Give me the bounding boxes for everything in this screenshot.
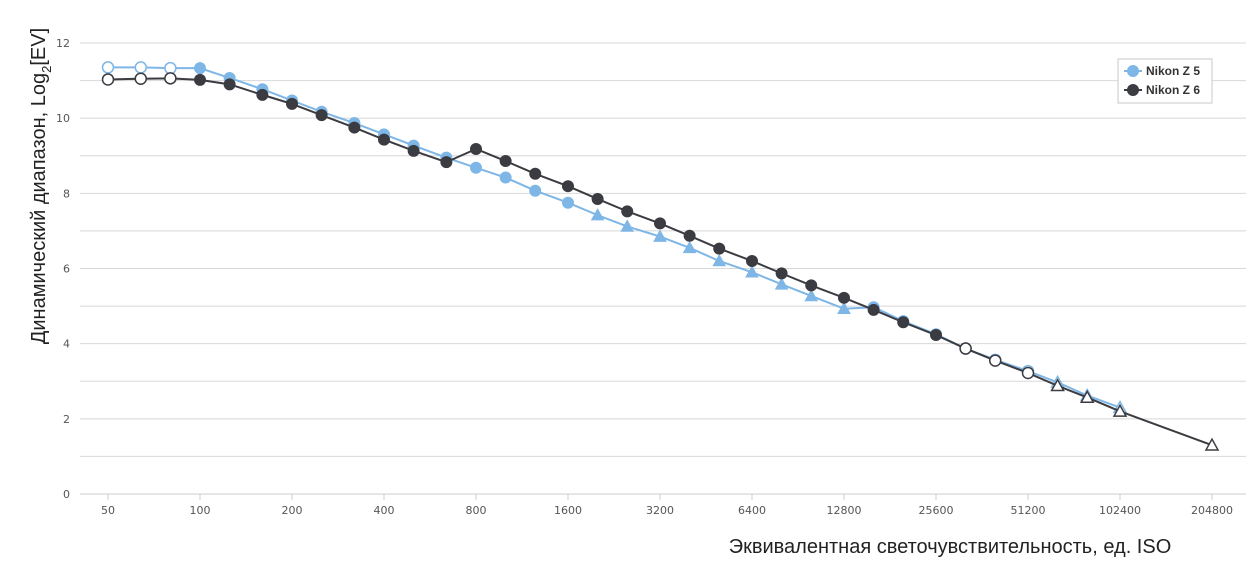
y-axis-title-main: Динамический диапазон, Log (28, 73, 50, 344)
y-tick-label: 2 (63, 413, 70, 426)
x-axis-title: Эквивалентная светочувствительность, ед.… (729, 536, 1172, 558)
data-point (1021, 366, 1035, 380)
y-axis-title: Динамический диапазон, Log2[EV] (28, 28, 54, 344)
data-point (653, 229, 667, 242)
data-point (164, 61, 177, 75)
x-tick-label: 12800 (827, 504, 862, 517)
x-tick-label: 100 (190, 504, 211, 517)
grid-lines (80, 42, 1246, 495)
data-point (682, 240, 697, 254)
data-point (499, 155, 512, 168)
y-axis-ticks: 0 2 4 6 8 10 12 (56, 37, 70, 501)
x-tick-label: 200 (282, 504, 303, 517)
y-axis-title-unit: [EV] (28, 28, 50, 66)
data-point (562, 196, 574, 209)
data-point (774, 277, 789, 290)
data-point (591, 192, 604, 205)
data-point (930, 329, 942, 342)
data-point (590, 208, 605, 221)
x-tick-label: 51200 (1011, 504, 1046, 517)
data-point (315, 109, 328, 122)
legend-label-z6: Nikon Z 6 (1146, 83, 1200, 97)
data-point (194, 62, 206, 75)
x-tick-label: 25600 (919, 504, 954, 517)
y-tick-label: 6 (63, 263, 70, 276)
data-point (838, 291, 850, 304)
data-point (1204, 437, 1220, 451)
legend-marker-z5 (1127, 65, 1139, 77)
x-tick-label: 400 (374, 504, 395, 517)
x-tick-label: 102400 (1099, 504, 1141, 517)
series-nikon-z6 (101, 72, 1220, 451)
x-tick-label: 6400 (738, 504, 766, 517)
data-point (621, 205, 634, 218)
series-line (107, 77, 1213, 447)
data-point (837, 301, 851, 315)
data-point (223, 78, 236, 91)
data-point (775, 267, 788, 280)
x-tick-label: 800 (466, 504, 487, 517)
data-point (988, 354, 1002, 367)
y-tick-label: 4 (63, 338, 70, 351)
y-tick-label: 8 (63, 187, 70, 200)
y-tick-label: 0 (63, 488, 70, 501)
data-point (746, 254, 758, 267)
series-nikon-z5 (101, 61, 1128, 414)
data-point (712, 253, 727, 267)
legend: Nikon Z 5 Nikon Z 6 (1117, 58, 1213, 104)
y-tick-label: 10 (56, 112, 70, 125)
data-point (867, 303, 880, 316)
data-point (529, 184, 542, 197)
data-point (134, 72, 148, 85)
data-point (713, 242, 726, 255)
data-point (440, 156, 453, 169)
data-point (286, 97, 298, 110)
data-point (134, 61, 148, 74)
data-point (499, 171, 512, 184)
legend-marker-z6 (1127, 84, 1139, 96)
y-tick-label: 12 (56, 37, 70, 50)
data-point (101, 61, 115, 74)
data-point (470, 142, 482, 155)
data-point (959, 342, 972, 355)
data-point (804, 288, 819, 302)
data-point (378, 133, 390, 146)
x-tick-label: 1600 (554, 504, 582, 517)
x-tick-label: 204800 (1191, 504, 1233, 517)
data-point (101, 73, 115, 86)
data-point (654, 217, 666, 230)
data-point (745, 265, 759, 278)
data-point (348, 121, 361, 134)
data-point (1079, 389, 1095, 403)
data-point (529, 167, 542, 180)
series-layer (101, 61, 1220, 451)
data-point (562, 180, 574, 193)
data-point (620, 219, 635, 232)
data-point (164, 72, 177, 85)
data-point (407, 144, 420, 157)
data-point (683, 229, 696, 242)
x-tick-label: 50 (101, 504, 115, 517)
data-point (805, 279, 818, 292)
x-axis-ticks: 50 100 200 400 800 1600 3200 6400 12800 25600 5120… (101, 494, 1233, 517)
data-point (256, 88, 269, 101)
data-point (194, 73, 206, 86)
data-point (897, 316, 910, 329)
legend-label-z5: Nikon Z 5 (1146, 64, 1200, 78)
data-point (1050, 378, 1065, 392)
data-point (1112, 403, 1128, 417)
x-tick-label: 3200 (646, 504, 674, 517)
data-point (470, 161, 482, 174)
y-axis-title-subscript: 2 (39, 66, 54, 73)
